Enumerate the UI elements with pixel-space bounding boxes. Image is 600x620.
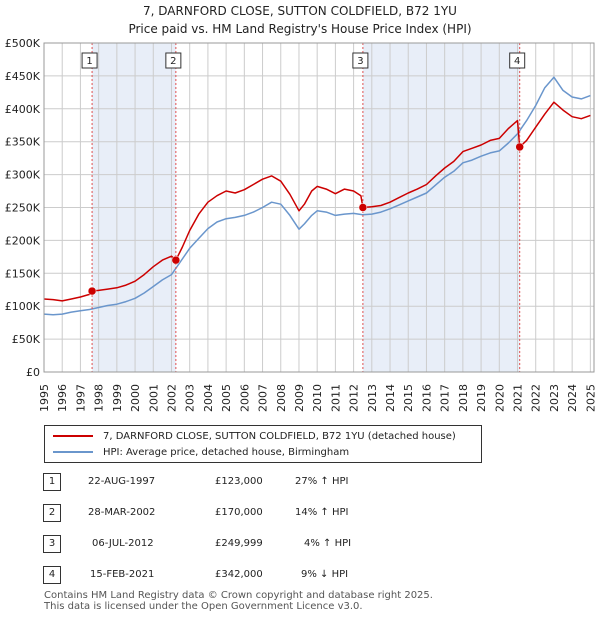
x-tick-label: 2025 bbox=[584, 384, 597, 412]
sale-number-badge: 3 bbox=[43, 535, 61, 553]
footer-line-1: Contains HM Land Registry data © Crown c… bbox=[44, 590, 433, 601]
x-tick-label: 2011 bbox=[329, 384, 342, 412]
legend-item-hpi: HPI: Average price, detached house, Birm… bbox=[53, 445, 349, 459]
x-tick-label: 2003 bbox=[184, 384, 197, 412]
x-tick-label: 2022 bbox=[530, 384, 543, 412]
sale-point bbox=[171, 255, 181, 265]
sale-hpi-diff: 27% ↑ HPI bbox=[295, 476, 349, 487]
x-tick-label: 2023 bbox=[548, 384, 561, 412]
x-tick-label: 2019 bbox=[475, 384, 488, 412]
x-tick-label: 2007 bbox=[257, 384, 270, 412]
footer-line-2: This data is licensed under the Open Gov… bbox=[44, 601, 363, 612]
x-tick-label: 2005 bbox=[220, 384, 233, 412]
x-tick-label: 2010 bbox=[311, 384, 324, 412]
sale-price: £342,000 bbox=[215, 569, 263, 580]
sale-label-box bbox=[352, 52, 369, 69]
sale-number-badge: 4 bbox=[43, 566, 61, 584]
sale-label-box bbox=[165, 52, 182, 69]
sale-label-box bbox=[509, 52, 526, 69]
chart-legend: 7, DARNFORD CLOSE, SUTTON COLDFIELD, B72… bbox=[44, 425, 482, 463]
x-tick-label: 2004 bbox=[202, 384, 215, 412]
sale-hpi-diff: 9% ↓ HPI bbox=[301, 569, 349, 580]
sale-point bbox=[515, 142, 524, 152]
sale-number-badge: 1 bbox=[43, 473, 61, 491]
y-tick-label: £150K bbox=[5, 267, 41, 280]
x-tick-label: 2024 bbox=[566, 384, 579, 412]
x-tick-label: 2001 bbox=[147, 384, 160, 412]
x-tick-label: 1999 bbox=[111, 384, 124, 412]
y-tick-label: £250K bbox=[5, 202, 41, 215]
y-tick-label: £400K bbox=[5, 103, 41, 116]
x-tick-label: 2000 bbox=[129, 384, 142, 412]
sale-label-text: 4 bbox=[514, 56, 520, 67]
sale-point bbox=[87, 286, 97, 296]
y-tick-label: £350K bbox=[5, 136, 41, 149]
x-tick-label: 2020 bbox=[493, 384, 506, 412]
sale-number-badge: 2 bbox=[43, 504, 61, 522]
sale-row: 1 22-AUG-1997 £123,000 27% ↑ HPI bbox=[43, 473, 403, 491]
plot-frame bbox=[43, 42, 595, 373]
y-tick-label: £0 bbox=[26, 366, 40, 379]
chart-title: 7, DARNFORD CLOSE, SUTTON COLDFIELD, B72… bbox=[143, 4, 457, 18]
legend-swatch-hpi bbox=[53, 451, 93, 453]
y-tick-label: £200K bbox=[5, 234, 41, 247]
legend-swatch-property bbox=[53, 435, 93, 437]
sale-point bbox=[358, 203, 368, 212]
x-tick-label: 2017 bbox=[439, 384, 452, 412]
sale-date: 22-AUG-1997 bbox=[88, 476, 156, 487]
sale-hpi-diff: 4% ↑ HPI bbox=[304, 538, 352, 549]
sale-price: £123,000 bbox=[215, 476, 263, 487]
chart-subtitle: Price paid vs. HM Land Registry's House … bbox=[128, 22, 472, 36]
x-tick-label: 2015 bbox=[402, 384, 415, 412]
x-tick-label: 2021 bbox=[512, 384, 525, 412]
footer-notice: Contains HM Land Registry data © Crown c… bbox=[44, 590, 433, 612]
legend-item-property: 7, DARNFORD CLOSE, SUTTON COLDFIELD, B72… bbox=[53, 429, 456, 443]
x-tick-label: 1997 bbox=[74, 384, 87, 412]
x-tick-label: 2014 bbox=[384, 384, 397, 412]
y-tick-label: £450K bbox=[5, 70, 41, 83]
sale-hpi-diff: 14% ↑ HPI bbox=[295, 507, 349, 518]
x-tick-label: 2016 bbox=[420, 384, 433, 412]
y-tick-label: £100K bbox=[5, 300, 41, 313]
property-price-line bbox=[43, 101, 591, 302]
sale-row: 3 06-JUL-2012 £249,999 4% ↑ HPI bbox=[43, 535, 403, 553]
price-chart: 1 2 3 4 £0 £50K £100K £150K £200K £250K £300K £350… bbox=[5, 37, 598, 412]
x-tick-label: 2012 bbox=[348, 384, 361, 412]
sale-label-box bbox=[81, 52, 98, 69]
sale-label-text: 1 bbox=[86, 56, 92, 67]
x-tick-label: 1995 bbox=[38, 384, 51, 412]
x-tick-label: 1998 bbox=[93, 384, 106, 412]
sale-row: 4 15-FEB-2021 £342,000 9% ↓ HPI bbox=[43, 566, 403, 584]
x-tick-label: 2013 bbox=[366, 384, 379, 412]
x-tick-label: 2009 bbox=[293, 384, 306, 412]
sale-row: 2 28-MAR-2002 £170,000 14% ↑ HPI bbox=[43, 504, 403, 522]
sale-date: 28-MAR-2002 bbox=[88, 507, 156, 518]
x-tick-label: 2018 bbox=[457, 384, 470, 412]
sale-label-text: 3 bbox=[357, 56, 363, 67]
y-tick-label: £50K bbox=[12, 333, 41, 346]
x-tick-label: 2006 bbox=[238, 384, 251, 412]
sale-date: 06-JUL-2012 bbox=[92, 538, 154, 549]
x-tick-label: 1996 bbox=[56, 384, 69, 412]
sale-label-text: 2 bbox=[170, 56, 176, 67]
x-tick-label: 2008 bbox=[275, 384, 288, 412]
x-tick-label: 2002 bbox=[165, 384, 178, 412]
legend-label-property: 7, DARNFORD CLOSE, SUTTON COLDFIELD, B72… bbox=[103, 430, 456, 442]
legend-label-hpi: HPI: Average price, detached house, Birm… bbox=[103, 446, 350, 458]
y-tick-label: £300K bbox=[5, 169, 41, 182]
sale-date: 15-FEB-2021 bbox=[90, 569, 155, 580]
sale-price: £249,999 bbox=[215, 538, 263, 549]
y-tick-label: £500K bbox=[5, 37, 41, 50]
hpi-line bbox=[43, 76, 591, 316]
sale-price: £170,000 bbox=[215, 507, 263, 518]
